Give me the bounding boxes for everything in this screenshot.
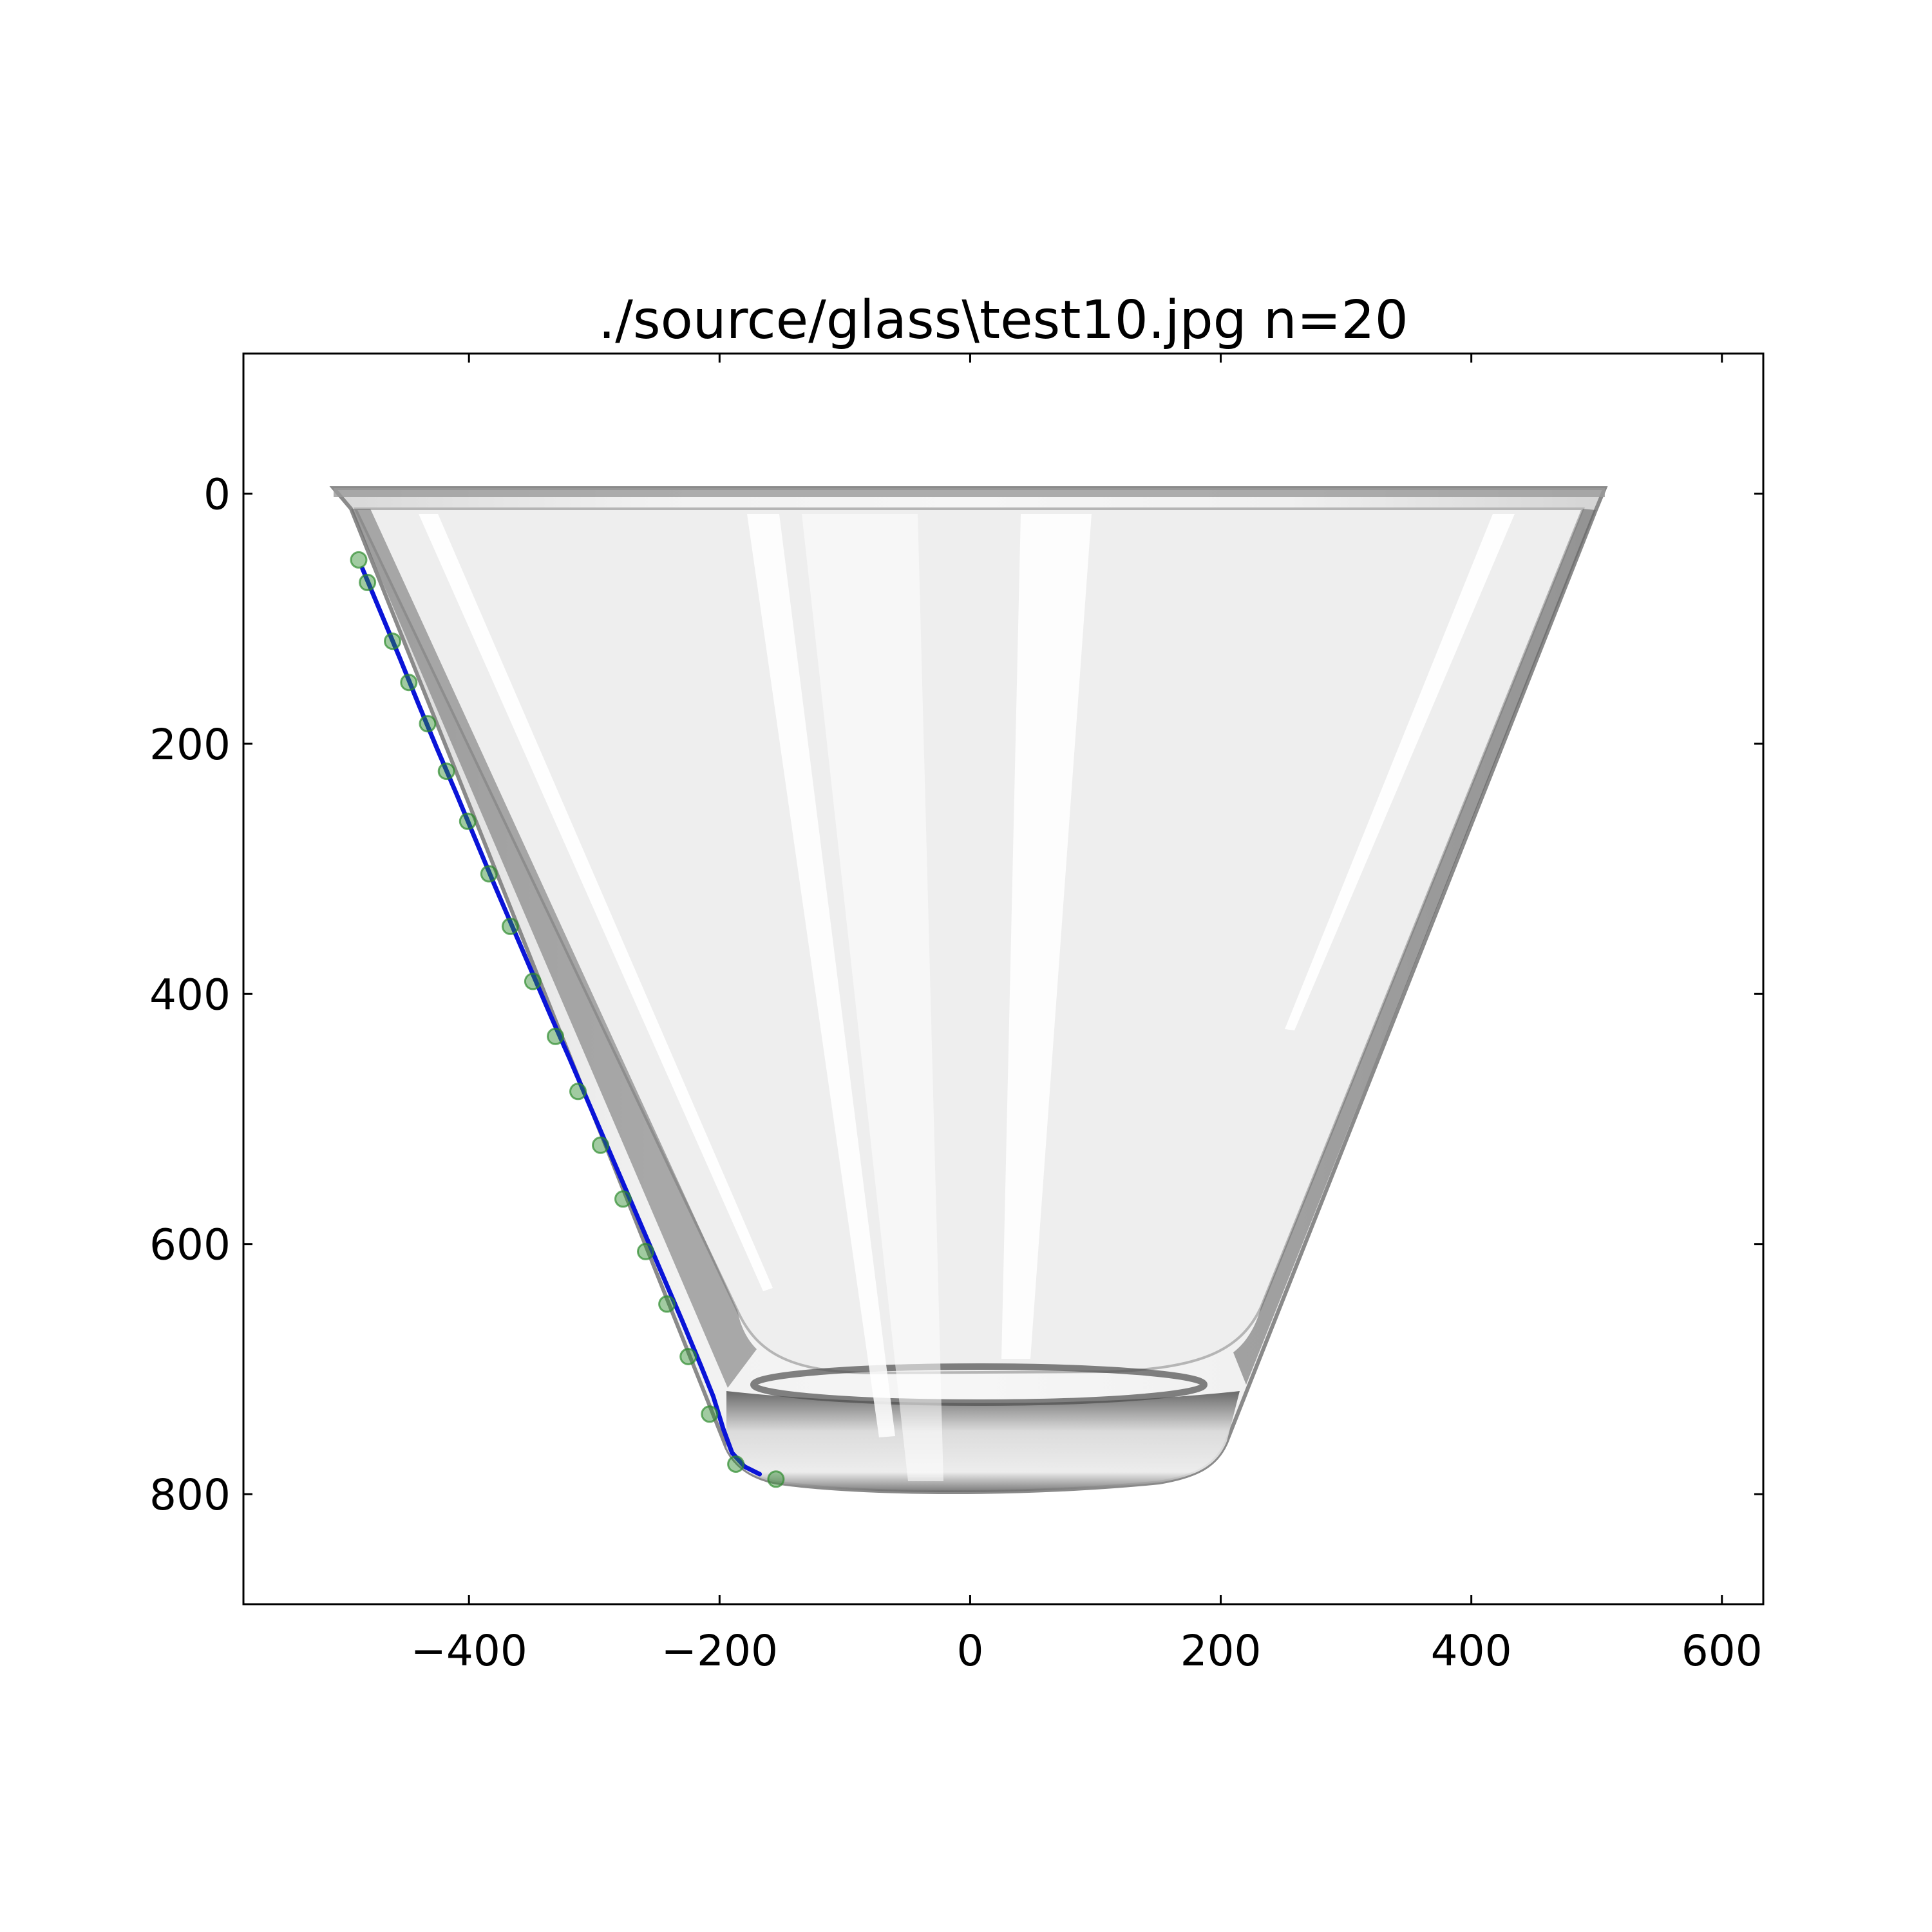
x-tick-label: 0 <box>956 1626 983 1676</box>
edge-sample-point <box>727 1455 745 1473</box>
y-tick-label: 400 <box>149 970 231 1019</box>
edge-sample-point <box>658 1295 676 1313</box>
x-tick-label: −400 <box>411 1626 527 1676</box>
edge-sample-point <box>679 1348 697 1365</box>
edge-sample-point <box>701 1405 719 1423</box>
edge-sample-point <box>569 1083 587 1101</box>
plot-frame <box>242 352 1765 1605</box>
y-axis-ticks: 0 200 400 600 800 <box>149 470 1763 1520</box>
edge-sample-point <box>350 551 368 569</box>
edge-sample-point <box>419 715 437 733</box>
chart-title: ./source/glass\test10.jpg n=20 <box>598 290 1408 351</box>
x-tick-label: 600 <box>1681 1626 1763 1676</box>
edge-sample-point <box>614 1190 632 1208</box>
y-tick-label: 600 <box>149 1220 231 1270</box>
edge-sample-point <box>547 1027 564 1045</box>
edge-sample-point <box>480 865 498 883</box>
edge-sample-point <box>767 1470 785 1488</box>
edge-sample-point <box>592 1136 609 1154</box>
edge-sample-points <box>350 551 785 1488</box>
x-tick-label: 200 <box>1180 1626 1262 1676</box>
y-tick-label: 0 <box>204 470 231 520</box>
x-axis-ticks: −400 −200 0 200 400 600 <box>411 354 1763 1676</box>
edge-sample-point <box>459 812 477 830</box>
y-tick-label: 200 <box>149 720 231 770</box>
edge-sample-point <box>400 674 418 692</box>
y-tick-label: 800 <box>149 1470 231 1520</box>
glass-photo <box>329 486 1608 1494</box>
edge-sample-point <box>437 762 455 781</box>
edge-sample-point <box>384 632 401 650</box>
x-tick-label: 400 <box>1431 1626 1512 1676</box>
plot-content <box>329 486 1608 1494</box>
fitted-edge-line <box>360 566 762 1477</box>
x-tick-label: −200 <box>661 1626 778 1676</box>
edge-sample-point <box>501 917 519 935</box>
edge-sample-point <box>637 1242 654 1260</box>
edge-sample-point <box>524 972 542 990</box>
edge-sample-point <box>359 573 377 591</box>
